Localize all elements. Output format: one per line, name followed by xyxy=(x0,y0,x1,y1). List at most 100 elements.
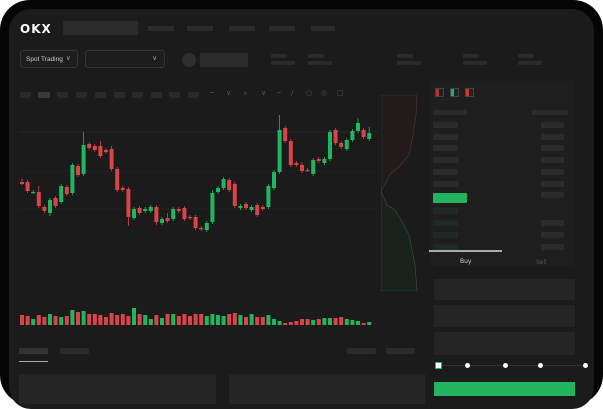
slider-step[interactable] xyxy=(465,363,470,368)
bid-price[interactable] xyxy=(433,208,458,214)
amount-slider-track[interactable] xyxy=(439,365,587,366)
slider-step[interactable] xyxy=(538,363,543,368)
volume-bar xyxy=(300,319,304,325)
candle-body xyxy=(171,209,176,219)
volume-bar xyxy=(272,319,276,325)
ask-amount[interactable] xyxy=(541,145,564,152)
candlestick-chart[interactable] xyxy=(9,9,594,339)
candle-body xyxy=(143,209,148,211)
slider-step[interactable] xyxy=(503,363,508,368)
draw-icon[interactable]: ▹ xyxy=(244,89,248,97)
volume-bar xyxy=(160,318,164,325)
ask-amount[interactable] xyxy=(541,122,564,128)
timeframe-button[interactable] xyxy=(188,92,199,98)
candle-body xyxy=(356,123,360,131)
market-type-select[interactable]: Spot Trading ∨ xyxy=(20,50,78,68)
bid-amount[interactable] xyxy=(541,232,564,238)
candle-body xyxy=(182,208,187,219)
tab-open-orders[interactable] xyxy=(19,348,48,354)
ask-price[interactable] xyxy=(433,122,458,128)
tab-order-history[interactable] xyxy=(60,348,89,354)
ask-price[interactable] xyxy=(433,157,458,164)
timeframe-button[interactable] xyxy=(57,92,68,98)
nav-item[interactable] xyxy=(229,26,255,31)
volume-bar xyxy=(132,308,136,325)
timeframe-button[interactable] xyxy=(20,92,31,98)
ask-amount[interactable] xyxy=(541,192,564,198)
candle-body xyxy=(255,205,260,215)
ask-amount[interactable] xyxy=(541,157,564,164)
camera-icon[interactable]: ○ xyxy=(306,89,313,97)
timeframe-button[interactable] xyxy=(169,92,180,98)
total-input[interactable] xyxy=(434,332,575,355)
ask-price[interactable] xyxy=(433,168,458,175)
ask-price[interactable] xyxy=(433,145,458,152)
orderbook-both-icon[interactable] xyxy=(435,88,444,97)
candle-body xyxy=(154,207,159,222)
fullscreen-icon[interactable]: □ xyxy=(337,89,344,97)
volume-bar xyxy=(148,319,153,325)
bid-amount[interactable] xyxy=(541,220,564,226)
timeframe-button[interactable] xyxy=(76,92,87,98)
bid-price[interactable] xyxy=(433,244,458,250)
ask-amount[interactable] xyxy=(541,133,564,140)
stat-label xyxy=(518,54,534,58)
stat-label xyxy=(397,54,413,58)
orderbook-bids-icon[interactable] xyxy=(450,88,459,97)
candle-body xyxy=(126,189,131,217)
candle-body xyxy=(59,186,64,202)
bid-price[interactable] xyxy=(433,232,458,238)
price-input[interactable] xyxy=(434,279,575,300)
volume-bar xyxy=(199,314,204,325)
bid-amount[interactable] xyxy=(541,244,564,250)
timeframe-button[interactable] xyxy=(114,92,125,98)
amount-input[interactable] xyxy=(434,305,575,327)
timeframe-button-active[interactable] xyxy=(38,92,50,98)
timeframe-button[interactable] xyxy=(151,92,162,98)
ruler-icon[interactable]: / xyxy=(291,89,294,97)
chevron-down-icon[interactable]: ∨ xyxy=(261,89,267,97)
ask-price[interactable] xyxy=(433,133,458,140)
candle-body xyxy=(328,132,332,159)
orderbook-asks-icon[interactable] xyxy=(465,88,474,97)
timeframe-button[interactable] xyxy=(95,92,106,98)
volume-bar xyxy=(143,315,148,325)
ask-price[interactable] xyxy=(433,180,458,187)
filter-button[interactable] xyxy=(347,348,376,354)
stat-value xyxy=(518,61,542,65)
indicator-icon[interactable]: ~ xyxy=(209,89,215,97)
volume-bar xyxy=(165,314,170,325)
wave-icon[interactable]: ~ xyxy=(276,89,282,97)
okx-logo[interactable]: OKX xyxy=(20,22,52,36)
volume-bar xyxy=(294,321,299,325)
nav-item[interactable] xyxy=(148,26,174,31)
volume-bar xyxy=(42,317,47,325)
tab-buy[interactable]: Buy xyxy=(460,258,472,265)
volume-bar xyxy=(316,319,321,325)
pair-select[interactable]: ∨ xyxy=(85,50,165,68)
candle-body xyxy=(104,150,108,152)
volume-bar xyxy=(36,315,41,325)
timeframe-button[interactable] xyxy=(132,92,143,98)
stat-label xyxy=(271,54,287,58)
nav-item[interactable] xyxy=(269,26,295,31)
nav-item[interactable] xyxy=(187,26,213,31)
candle-body xyxy=(238,206,243,208)
candle-body xyxy=(42,207,47,211)
settings-icon[interactable]: ◎ xyxy=(321,89,328,97)
nav-item[interactable] xyxy=(311,26,335,31)
ask-amount[interactable] xyxy=(541,168,564,175)
stat-value xyxy=(308,61,332,65)
ask-amount[interactable] xyxy=(541,180,564,187)
buy-button[interactable] xyxy=(434,382,575,396)
volume-bar xyxy=(87,314,92,325)
search-box[interactable] xyxy=(63,21,138,35)
slider-step[interactable] xyxy=(583,363,588,368)
slider-handle[interactable] xyxy=(435,362,442,369)
filter-button[interactable] xyxy=(386,348,415,354)
candle-body xyxy=(48,200,52,213)
bid-price[interactable] xyxy=(433,220,458,226)
chevron-down-icon[interactable]: ∨ xyxy=(226,89,232,97)
tab-sell[interactable]: Sell xyxy=(536,259,547,266)
